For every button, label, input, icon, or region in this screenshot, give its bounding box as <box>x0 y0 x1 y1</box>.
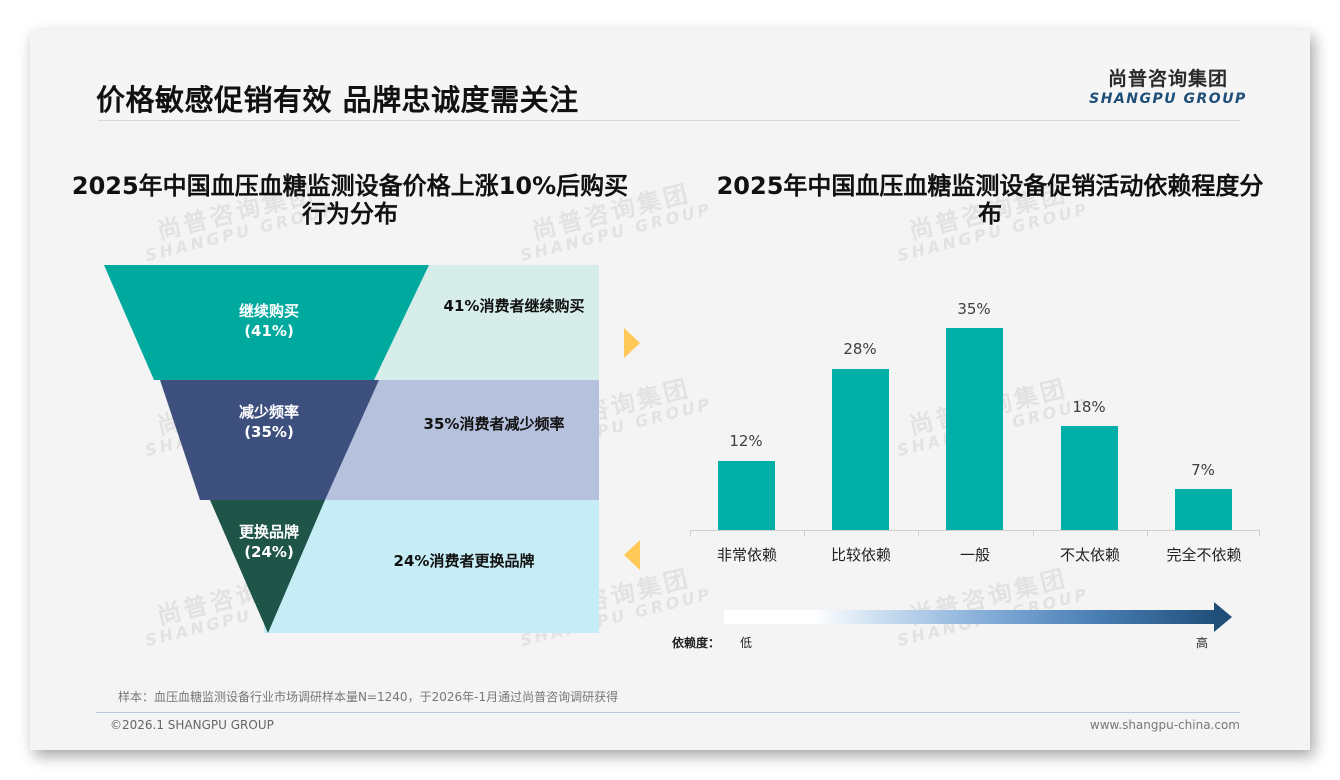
bar-chart: 12% 28% 35% 18% 7% 非常依赖 比较依赖 一般 不太依赖 完全不… <box>688 300 1263 570</box>
funnel-graphic <box>104 265 599 633</box>
page-title: 价格敏感促销有效 品牌忠诚度需关注 <box>96 83 579 117</box>
funnel-segment-continue <box>104 265 429 380</box>
category-label: 完全不依赖 <box>1166 546 1242 564</box>
category-label: 比较依赖 <box>830 546 891 564</box>
arrow-right-icon <box>1214 602 1232 632</box>
bar-not-very-dependent <box>1061 426 1118 530</box>
bar-value: 35% <box>957 300 991 318</box>
funnel-label-switch: 更换品牌 (24%) <box>238 523 299 561</box>
scale-low-label: 低 <box>740 636 753 650</box>
axis-tick <box>690 530 691 536</box>
copyright: ©2026.1 SHANGPU GROUP <box>110 718 274 732</box>
axis-tick <box>918 530 919 536</box>
funnel-chart: 继续购买 (41%) 减少频率 (35%) 更换品牌 (24%) 41%消费者继… <box>104 265 600 635</box>
bar-value: 28% <box>843 340 877 358</box>
category-label: 非常依赖 <box>716 546 777 564</box>
website-link[interactable]: www.shangpu-china.com <box>1089 718 1240 732</box>
funnel-desc-continue: 41%消费者继续购买 <box>443 297 585 315</box>
scale-high-label: 高 <box>1196 636 1209 650</box>
axis-tick <box>804 530 805 536</box>
footer-divider <box>96 712 1240 713</box>
source-note: 样本：血压血糖监测设备行业市场调研样本量N=1240，于2026年-1月通过尚普… <box>118 690 619 704</box>
header-band <box>30 30 1310 120</box>
bar-fairly-dependent <box>832 369 889 530</box>
logo-en: SHANGPU GROUP <box>1089 91 1247 107</box>
triangle-right-icon <box>624 328 640 358</box>
triangle-left-icon <box>624 540 640 570</box>
axis-tick <box>1259 530 1260 536</box>
funnel-segment-switch <box>210 500 325 633</box>
bar-very-dependent <box>718 461 775 530</box>
funnel-desc-switch: 24%消费者更换品牌 <box>393 552 535 570</box>
axis-tick <box>1147 530 1148 536</box>
bar-neutral <box>946 328 1003 530</box>
funnel-segment-reduce <box>160 380 379 500</box>
bar-not-dependent <box>1175 489 1232 530</box>
logo-cn: 尚普咨询集团 <box>1107 68 1228 90</box>
funnel-label-reduce: 减少频率 (35%) <box>238 403 299 441</box>
band-switch-bg <box>264 500 599 633</box>
funnel-chart-title: 2025年中国血压血糖监测设备价格上涨10%后购买 行为分布 <box>71 172 629 228</box>
slide: 价格敏感促销有效 品牌忠诚度需关注 尚普咨询集团 SHANGPU GROUP 尚… <box>30 30 1310 750</box>
scale-label: 依赖度： <box>672 636 721 650</box>
bar-value: 12% <box>729 432 763 450</box>
category-label: 不太依赖 <box>1059 546 1120 564</box>
bar-value: 7% <box>1191 461 1215 479</box>
x-axis <box>690 530 1260 531</box>
dependency-scale-arrow <box>724 601 1234 632</box>
axis-tick <box>1033 530 1034 536</box>
funnel-label-continue: 继续购买 (41%) <box>238 302 299 340</box>
title-divider <box>98 120 1240 121</box>
funnel-desc-reduce: 35%消费者减少频率 <box>423 415 565 433</box>
category-label: 一般 <box>959 546 990 564</box>
gradient-bar <box>724 610 1218 624</box>
bar-chart-title: 2025年中国血压血糖监测设备促销活动依赖程度分 布 <box>716 172 1264 228</box>
company-logo: 尚普咨询集团 SHANGPU GROUP <box>1088 64 1248 107</box>
bar-value: 18% <box>1072 398 1106 416</box>
